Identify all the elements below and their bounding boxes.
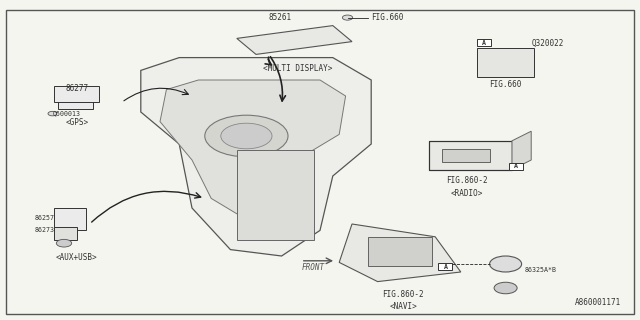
Bar [58, 96, 93, 109]
Bar [438, 263, 452, 270]
Text: Q320022: Q320022 [531, 39, 564, 48]
Text: 86273: 86273 [35, 228, 54, 233]
Text: A: A [482, 40, 486, 46]
Bar [493, 51, 528, 70]
Circle shape [221, 123, 272, 149]
Bar [509, 163, 523, 170]
Text: <GPS>: <GPS> [65, 118, 88, 127]
Polygon shape [237, 26, 352, 54]
Bar [54, 208, 86, 230]
Text: <RADIO>: <RADIO> [451, 189, 483, 198]
Text: 86325A*B: 86325A*B [525, 268, 557, 273]
Bar [442, 149, 490, 162]
Bar [429, 141, 512, 170]
Bar [477, 48, 534, 77]
Text: 86257: 86257 [35, 215, 54, 220]
Text: <NAVI>: <NAVI> [389, 302, 417, 311]
Text: FIG.860-2: FIG.860-2 [446, 176, 488, 185]
Polygon shape [339, 224, 461, 282]
Bar [54, 227, 77, 240]
Text: <AUX+USB>: <AUX+USB> [56, 253, 98, 262]
Text: A860001171: A860001171 [575, 298, 621, 307]
Text: FIG.660: FIG.660 [490, 80, 522, 89]
Bar [54, 86, 99, 102]
Bar [429, 141, 512, 170]
Circle shape [490, 256, 522, 272]
Circle shape [342, 15, 353, 20]
Bar [368, 237, 432, 266]
Circle shape [48, 111, 57, 116]
Text: FRONT: FRONT [302, 263, 325, 272]
Circle shape [56, 239, 72, 247]
Bar [477, 39, 491, 46]
Text: 86277: 86277 [65, 84, 88, 93]
Bar [237, 150, 314, 240]
Circle shape [205, 115, 288, 157]
Polygon shape [141, 58, 371, 256]
Text: A: A [514, 163, 518, 169]
Circle shape [494, 282, 517, 294]
Text: Q500013: Q500013 [53, 111, 81, 116]
Polygon shape [160, 80, 346, 218]
Text: FIG.660: FIG.660 [371, 13, 404, 22]
Text: A: A [444, 264, 447, 270]
Polygon shape [512, 131, 531, 170]
Text: FIG.860-2: FIG.860-2 [382, 290, 424, 299]
Text: <MULTI DISPLAY>: <MULTI DISPLAY> [263, 64, 332, 73]
Text: 85261: 85261 [268, 13, 291, 22]
